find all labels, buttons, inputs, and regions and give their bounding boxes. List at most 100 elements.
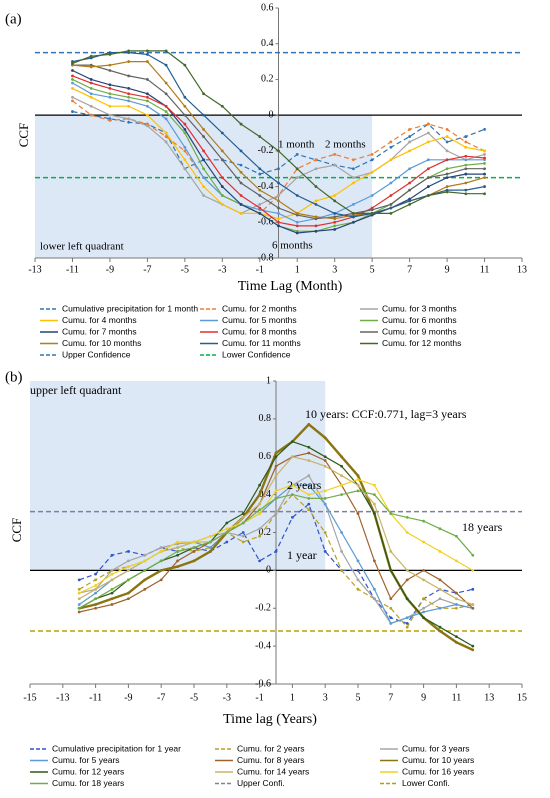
series-marker xyxy=(408,203,412,206)
series-marker xyxy=(143,587,147,591)
series-marker xyxy=(389,140,393,144)
series-marker xyxy=(323,455,327,459)
series-marker xyxy=(164,92,168,96)
legend-label: Cumulative precipitation for 1 month xyxy=(62,303,198,313)
series-marker xyxy=(438,587,442,591)
x-tick-label: 3 xyxy=(323,692,328,703)
series-marker xyxy=(314,203,318,206)
series-marker xyxy=(464,163,468,167)
series-marker xyxy=(422,610,425,614)
series-marker xyxy=(277,167,280,171)
series-marker xyxy=(307,451,311,455)
series-marker xyxy=(464,140,468,144)
series-marker xyxy=(225,521,229,525)
series-marker xyxy=(438,606,442,610)
annotation: 10 years: CCF:0.771, lag=3 years xyxy=(305,407,467,421)
series-marker xyxy=(258,527,261,531)
series-marker xyxy=(164,135,168,138)
series-marker xyxy=(176,553,180,557)
series-marker xyxy=(408,167,412,171)
series-marker xyxy=(145,95,149,99)
series-marker xyxy=(110,597,114,601)
series-marker xyxy=(77,591,81,595)
series-marker xyxy=(464,192,468,196)
series-marker xyxy=(445,167,449,171)
series-marker xyxy=(159,546,163,550)
series-marker xyxy=(143,578,147,582)
series-marker xyxy=(389,550,393,553)
series-marker xyxy=(373,597,376,601)
series-marker xyxy=(426,176,430,180)
legend-label: Cumu. for 5 months xyxy=(222,315,297,325)
series-marker xyxy=(127,117,131,121)
series-marker xyxy=(408,149,412,153)
series-marker xyxy=(108,104,112,108)
series-marker xyxy=(127,104,131,108)
series-marker xyxy=(483,128,486,131)
series-marker xyxy=(438,550,442,553)
x-tick-label: -9 xyxy=(124,692,132,703)
legend-label: Cumu. for 2 years xyxy=(237,743,305,753)
series-marker xyxy=(389,597,393,601)
series-marker xyxy=(464,167,468,171)
series-marker xyxy=(464,145,468,149)
series-marker xyxy=(340,483,343,487)
x-tick-label: 13 xyxy=(517,264,527,275)
legend-label: Cumu. for 3 months xyxy=(382,303,457,313)
series-marker xyxy=(89,104,93,108)
series-marker xyxy=(176,550,180,553)
series-marker xyxy=(408,181,412,185)
series-marker xyxy=(333,211,337,215)
series-marker xyxy=(202,167,205,171)
annotation: 2 years xyxy=(287,478,322,492)
series-marker xyxy=(94,578,97,582)
series-marker xyxy=(159,550,163,553)
series-marker xyxy=(307,483,311,487)
series-marker xyxy=(323,436,327,440)
series-marker xyxy=(455,591,458,595)
series-marker xyxy=(438,629,442,633)
series-marker xyxy=(307,445,311,449)
series-marker xyxy=(422,606,425,610)
series-marker xyxy=(274,451,278,455)
series-marker xyxy=(143,553,147,557)
series-marker xyxy=(323,459,327,462)
series-marker xyxy=(471,553,475,557)
series-marker xyxy=(445,140,449,144)
series-marker xyxy=(183,63,187,67)
x-tick-label: 13 xyxy=(484,692,494,703)
x-tick-label: -3 xyxy=(223,692,231,703)
legend-label: Cumu. for 12 months xyxy=(382,338,461,348)
series-marker xyxy=(209,550,212,553)
series-marker xyxy=(220,131,224,135)
series-marker xyxy=(127,60,131,63)
series-marker xyxy=(373,512,376,515)
series-marker xyxy=(145,53,149,56)
series-marker xyxy=(483,176,486,180)
series-marker xyxy=(370,211,374,215)
y-tick-label: 0.2 xyxy=(261,74,274,85)
series-marker xyxy=(225,540,229,544)
series-marker xyxy=(389,145,393,149)
series-marker xyxy=(183,158,187,162)
series-marker xyxy=(323,502,327,506)
series-marker xyxy=(239,211,243,215)
series-marker xyxy=(356,489,360,493)
series-marker xyxy=(307,508,311,512)
series-marker xyxy=(340,455,343,459)
series-marker xyxy=(405,578,409,582)
x-tick-label: 1 xyxy=(295,264,300,275)
series-marker xyxy=(340,474,343,478)
series-marker xyxy=(176,546,180,550)
series-marker xyxy=(145,60,149,63)
series-marker xyxy=(274,455,278,459)
series-marker xyxy=(110,568,114,572)
series-marker xyxy=(408,140,412,144)
series-marker xyxy=(455,559,458,563)
series-marker xyxy=(127,95,131,99)
series-marker xyxy=(77,603,81,606)
series-marker xyxy=(389,606,393,610)
y-tick-label: -0.2 xyxy=(255,603,271,614)
series-marker xyxy=(422,519,425,523)
series-marker xyxy=(108,86,112,90)
